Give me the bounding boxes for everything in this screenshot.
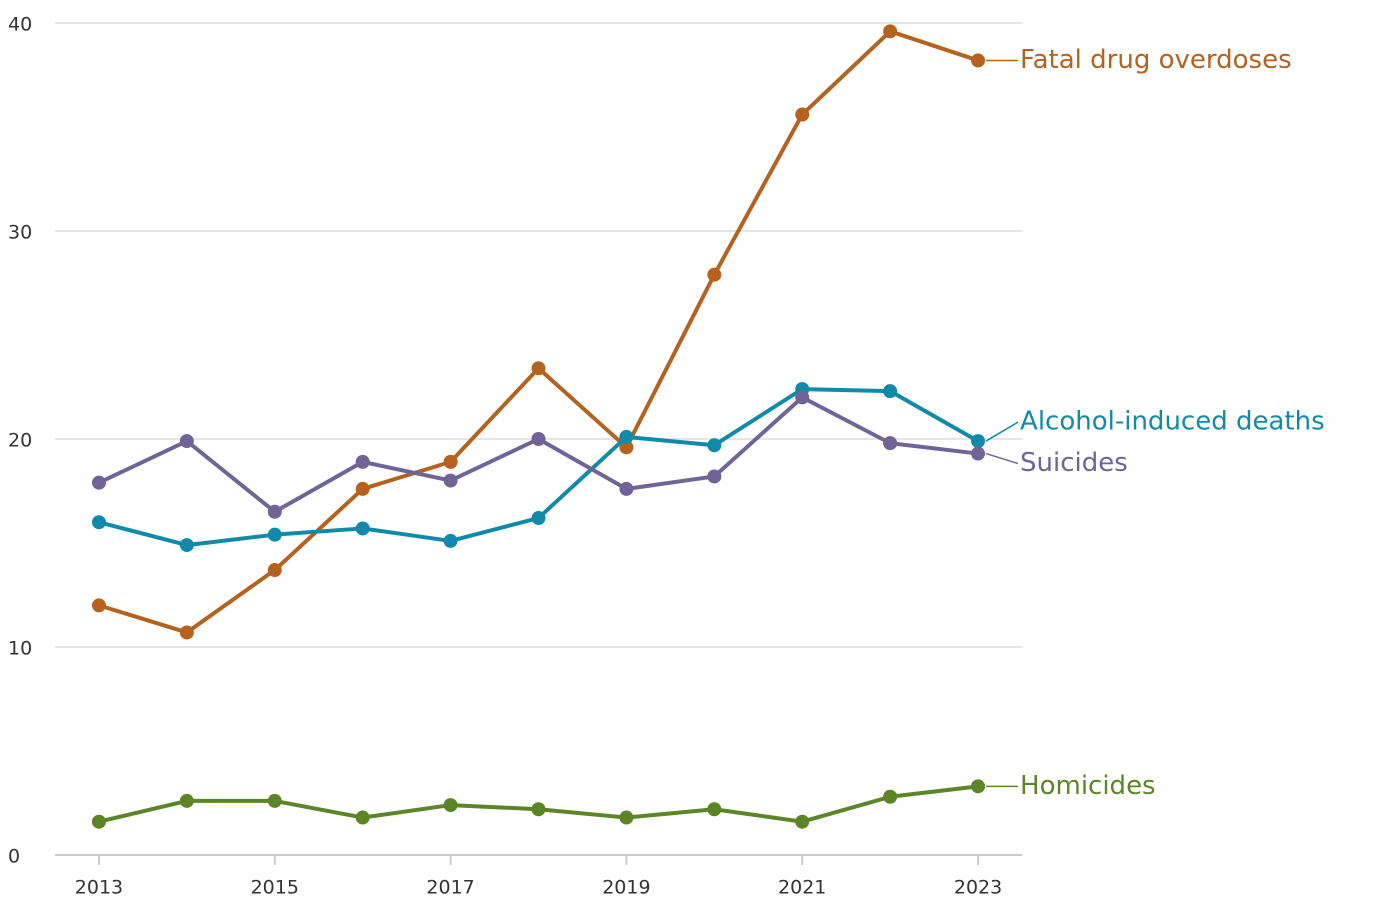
point <box>707 469 722 484</box>
point <box>443 533 458 548</box>
point <box>443 454 458 469</box>
series-line <box>98 395 979 514</box>
point <box>355 481 370 496</box>
point <box>179 625 194 640</box>
point <box>971 434 986 449</box>
point <box>267 563 282 578</box>
point <box>267 504 282 519</box>
point <box>619 810 634 825</box>
point <box>91 475 106 490</box>
point <box>443 473 458 488</box>
point <box>179 793 194 808</box>
y-tick-label: 30 <box>8 222 32 244</box>
x-tick-label: 2019 <box>602 877 650 899</box>
leader-line <box>985 452 1019 465</box>
point <box>795 390 810 405</box>
point <box>619 440 634 455</box>
point <box>795 814 810 829</box>
x-tick-label: 2021 <box>778 877 826 899</box>
series-label: Suicides <box>1020 448 1128 478</box>
point <box>707 802 722 817</box>
x-tick-label: 2023 <box>954 877 1002 899</box>
point <box>443 798 458 813</box>
point <box>91 814 106 829</box>
point <box>971 779 986 794</box>
y-tick-label: 40 <box>8 14 32 36</box>
point <box>883 436 898 451</box>
point <box>179 434 194 449</box>
series-label: Homicides <box>1020 771 1156 801</box>
point <box>531 432 546 446</box>
point <box>531 361 546 376</box>
point <box>355 454 370 469</box>
point <box>883 24 898 39</box>
point <box>355 521 370 536</box>
point <box>531 802 546 817</box>
point <box>179 538 194 553</box>
point <box>91 515 106 530</box>
point <box>707 438 722 453</box>
point <box>707 267 722 282</box>
point <box>883 384 898 399</box>
point <box>531 511 546 526</box>
x-tick-label: 2017 <box>426 877 474 899</box>
point <box>355 810 370 825</box>
y-tick-label: 10 <box>8 638 32 660</box>
point <box>91 598 106 613</box>
point <box>883 789 898 804</box>
point <box>267 793 282 808</box>
series-label: Alcohol-induced deaths <box>1020 407 1325 437</box>
point <box>267 527 282 542</box>
x-tick-label: 2013 <box>75 877 123 899</box>
x-tick-label: 2015 <box>251 877 299 899</box>
leader-line <box>985 421 1019 442</box>
y-tick-label: 20 <box>8 430 32 452</box>
point <box>971 446 986 461</box>
y-tick-label: 0 <box>8 846 20 868</box>
point <box>795 107 810 122</box>
point <box>619 481 634 496</box>
point <box>971 53 986 68</box>
series-label: Fatal drug overdoses <box>1020 45 1292 75</box>
point <box>619 429 634 444</box>
series-line <box>98 29 979 635</box>
